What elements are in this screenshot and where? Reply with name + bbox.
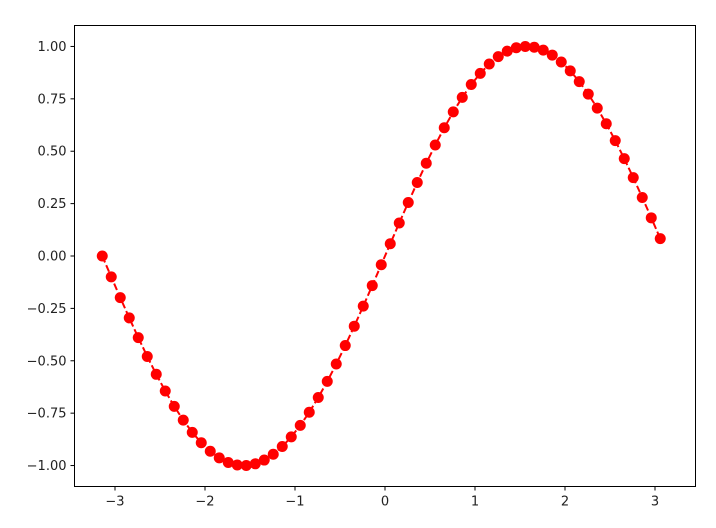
x-axis: −3 −2 −1 0 1 2 3 (105, 486, 659, 510)
data-point (618, 153, 630, 165)
data-point (132, 332, 144, 344)
x-tick-label: −1 (285, 495, 304, 510)
data-point (231, 459, 243, 471)
data-point (348, 320, 360, 332)
data-point (420, 157, 432, 169)
y-tick-label: −0.25 (27, 302, 67, 317)
data-point (591, 102, 603, 114)
y-tick-label: 1.00 (38, 40, 67, 55)
data-point (510, 42, 522, 54)
x-tick-label: 2 (561, 495, 569, 510)
plot-area (96, 40, 666, 471)
y-tick-label: 0.00 (38, 250, 67, 265)
y-tick-label: 0.50 (38, 145, 67, 160)
data-point (159, 385, 171, 397)
y-tick-label: 0.25 (38, 197, 67, 212)
y-tick-label: −0.75 (27, 407, 67, 422)
data-point (303, 406, 315, 418)
data-point (339, 340, 351, 352)
data-point (285, 431, 297, 443)
data-point (519, 40, 531, 52)
data-point (429, 139, 441, 151)
data-point (240, 459, 252, 471)
series-line (101, 45, 662, 467)
x-tick-label: 3 (651, 495, 659, 510)
data-point (186, 426, 198, 438)
data-point (555, 56, 567, 68)
data-point (600, 118, 612, 130)
data-point (654, 233, 666, 245)
data-point (537, 44, 549, 56)
y-tick-label: 0.75 (38, 92, 67, 107)
data-point (402, 196, 414, 208)
data-point (366, 280, 378, 292)
data-point (411, 176, 423, 188)
x-tick-label: 0 (381, 495, 389, 510)
x-tick-label: −3 (105, 495, 124, 510)
data-point (501, 45, 513, 57)
data-point (267, 448, 279, 460)
data-point (465, 79, 477, 91)
data-point (483, 58, 495, 70)
x-tick-label: 1 (471, 495, 479, 510)
data-point (177, 414, 189, 426)
data-point (213, 452, 225, 464)
data-point (438, 122, 450, 134)
data-point (168, 400, 180, 412)
data-point (105, 271, 117, 283)
data-point (474, 67, 486, 79)
x-tick-label: −2 (195, 495, 214, 510)
y-axis: −1.00 −0.75 −0.50 −0.25 0.00 0.25 0.50 0.75 1.00 (27, 40, 75, 474)
data-point (528, 41, 540, 53)
data-point (456, 91, 468, 103)
data-point (204, 445, 216, 457)
data-point (330, 358, 342, 370)
data-point (384, 238, 396, 250)
data-point (222, 456, 234, 468)
data-point (582, 88, 594, 100)
data-point (258, 454, 270, 466)
data-point (321, 375, 333, 387)
data-point (294, 419, 306, 431)
data-point (375, 259, 387, 271)
data-point (393, 217, 405, 229)
data-point (627, 172, 639, 184)
data-point (249, 458, 261, 470)
data-point (195, 437, 207, 449)
data-point (114, 292, 126, 304)
y-tick-label: −1.00 (27, 459, 67, 474)
data-point (141, 350, 153, 362)
data-point (573, 76, 585, 88)
data-point (96, 250, 108, 262)
data-point (636, 191, 648, 203)
data-point (312, 392, 324, 404)
data-point (276, 441, 288, 453)
data-point (447, 106, 459, 118)
data-point (609, 135, 621, 147)
data-point (546, 49, 558, 61)
data-point (564, 65, 576, 77)
data-point (492, 51, 504, 63)
data-point (123, 312, 135, 324)
data-point (645, 212, 657, 224)
data-point (150, 368, 162, 380)
data-point (357, 300, 369, 312)
y-tick-label: −0.50 (27, 354, 67, 369)
